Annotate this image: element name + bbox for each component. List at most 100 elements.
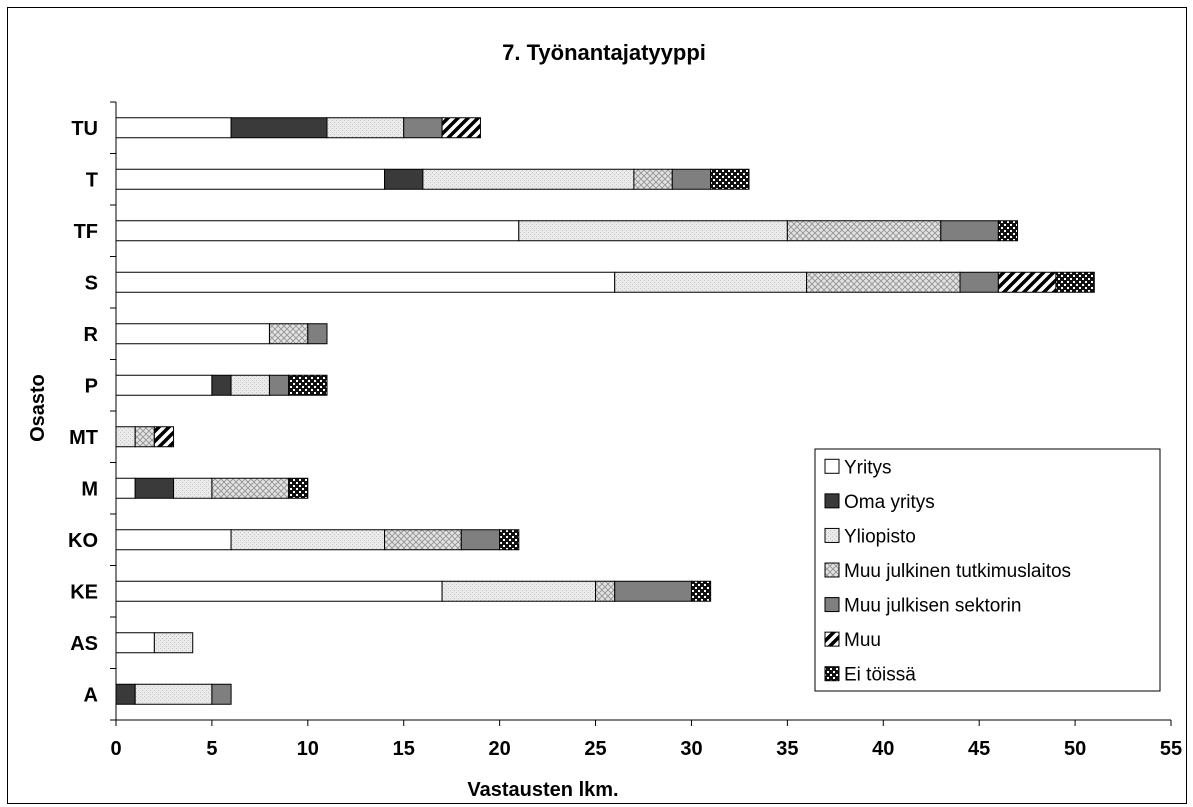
- y-tick-label-tf: TF: [74, 221, 98, 243]
- bar-t-series-5: [671, 168, 712, 190]
- x-tick-label-15: 15: [393, 738, 415, 760]
- bar-ko-series-3: [230, 529, 386, 551]
- x-tick-label-10: 10: [297, 738, 319, 760]
- bar-p-series-5: [268, 374, 290, 396]
- bar-mt-series-3: [115, 426, 136, 448]
- bar-tf-series-5: [940, 220, 999, 242]
- x-tick-label-45: 45: [968, 738, 990, 760]
- bar-tf-series-4: [786, 220, 942, 242]
- legend-label-7: Ei töissä: [844, 665, 916, 686]
- y-tick-label-m: M: [81, 478, 98, 500]
- bar-p-series-2: [211, 374, 232, 396]
- x-axis-title: Vastausten lkm.: [467, 779, 618, 801]
- bar-tu-series-3: [326, 117, 405, 139]
- bar-tf-series-3: [518, 220, 788, 242]
- y-tick-label-ko: KO: [68, 530, 98, 552]
- y-tick-label-s: S: [85, 272, 98, 294]
- legend-swatch-5: [824, 597, 840, 613]
- bar-t-series-1: [115, 168, 386, 190]
- legend-swatch-6: [824, 631, 840, 647]
- x-tick-label-50: 50: [1064, 738, 1086, 760]
- axis-ticks: TU T TF S R P MT M KO KE AS A 0 5 10 15 20 25 30 35 40 45 50 55: [68, 101, 1182, 760]
- bar-a-series-2: [115, 683, 136, 705]
- legend-swatch-7: [824, 666, 840, 682]
- legend-label-3: Yliopisto: [844, 526, 916, 547]
- bar-t-series-2: [384, 168, 424, 190]
- legend-label-1: Yritys: [844, 457, 892, 478]
- y-tick-label-r: R: [84, 324, 99, 346]
- bar-a-series-5: [211, 683, 232, 705]
- bar-t-series-4: [633, 168, 673, 190]
- bars: [115, 117, 1095, 705]
- bar-t-series-7: [710, 168, 750, 190]
- bar-ko-series-4: [384, 529, 462, 551]
- bar-r-series-4: [268, 323, 309, 345]
- bar-s-series-6: [997, 271, 1057, 293]
- chart-svg: 7. Työnantajatyyppi TU T TF S R P MT M KO KE AS A 0 5…: [27, 40, 1182, 801]
- bar-as-series-3: [153, 632, 194, 654]
- bar-ko-series-1: [115, 529, 232, 551]
- bar-s-series-5: [959, 271, 999, 293]
- bar-tu-series-6: [441, 117, 481, 139]
- bar-r-series-5: [307, 323, 328, 345]
- y-tick-label-t: T: [86, 169, 98, 191]
- legend: Yritys Oma yritys Yliopisto Muu julkinen tu…: [814, 448, 1161, 692]
- bar-s-series-1: [115, 271, 616, 293]
- bar-tf-series-7: [997, 220, 1019, 242]
- legend-label-2: Oma yritys: [844, 492, 935, 513]
- bar-ke-series-7: [690, 580, 712, 602]
- x-tick-label-25: 25: [584, 738, 606, 760]
- bar-m-series-7: [288, 477, 309, 499]
- bar-tu-series-2: [230, 117, 328, 139]
- x-tick-label-35: 35: [776, 738, 798, 760]
- chart-title: 7. Työnantajatyyppi: [502, 40, 706, 65]
- x-tick-label-0: 0: [110, 738, 121, 760]
- y-tick-label-p: P: [85, 375, 98, 397]
- x-tick-label-20: 20: [489, 738, 511, 760]
- legend-label-4: Muu julkinen tutkimuslaitos: [844, 561, 1071, 582]
- bar-t-series-3: [422, 168, 635, 190]
- y-tick-label-mt: MT: [69, 427, 98, 449]
- legend-swatch-2: [824, 493, 840, 509]
- legend-swatch-1: [824, 458, 840, 474]
- bar-p-series-1: [115, 374, 213, 396]
- bar-mt-series-6: [153, 426, 175, 448]
- bar-tf-series-1: [115, 220, 520, 242]
- bar-ke-series-3: [441, 580, 597, 602]
- legend-label-5: Muu julkisen sektorin: [844, 596, 1021, 617]
- x-tick-label-55: 55: [1160, 738, 1182, 760]
- bar-ko-series-5: [460, 529, 501, 551]
- legend-label-6: Muu: [844, 630, 881, 651]
- bar-m-series-1: [115, 477, 136, 499]
- bar-m-series-2: [134, 477, 175, 499]
- bar-m-series-4: [211, 477, 290, 499]
- bar-r-series-1: [115, 323, 270, 345]
- x-tick-label-30: 30: [680, 738, 702, 760]
- chart-frame: 7. Työnantajatyyppi TU T TF S R P MT M KO KE AS A 0 5…: [7, 7, 1187, 804]
- bar-s-series-4: [806, 271, 961, 293]
- y-tick-label-tu: TU: [71, 118, 98, 140]
- bar-m-series-3: [173, 477, 213, 499]
- legend-box: [814, 448, 1161, 692]
- bar-tu-series-1: [115, 117, 232, 139]
- y-tick-label-a: A: [84, 684, 98, 706]
- legend-swatch-3: [824, 527, 840, 543]
- legend-swatch-4: [824, 562, 840, 578]
- bar-p-series-3: [230, 374, 270, 396]
- bar-ke-series-5: [614, 580, 692, 602]
- bar-a-series-3: [134, 683, 213, 705]
- bar-as-series-1: [115, 632, 155, 654]
- y-axis-title: Osasto: [27, 374, 49, 442]
- bar-ke-series-1: [115, 580, 443, 602]
- y-tick-label-ke: KE: [70, 581, 98, 603]
- bar-s-series-3: [614, 271, 808, 293]
- bar-ko-series-7: [499, 529, 520, 551]
- x-tick-label-5: 5: [206, 738, 217, 760]
- bar-p-series-7: [288, 374, 328, 396]
- y-tick-label-as: AS: [70, 633, 98, 655]
- bar-ke-series-4: [595, 580, 616, 602]
- x-tick-label-40: 40: [872, 738, 894, 760]
- bar-s-series-7: [1055, 271, 1095, 293]
- bar-mt-series-4: [134, 426, 155, 448]
- bar-tu-series-5: [403, 117, 443, 139]
